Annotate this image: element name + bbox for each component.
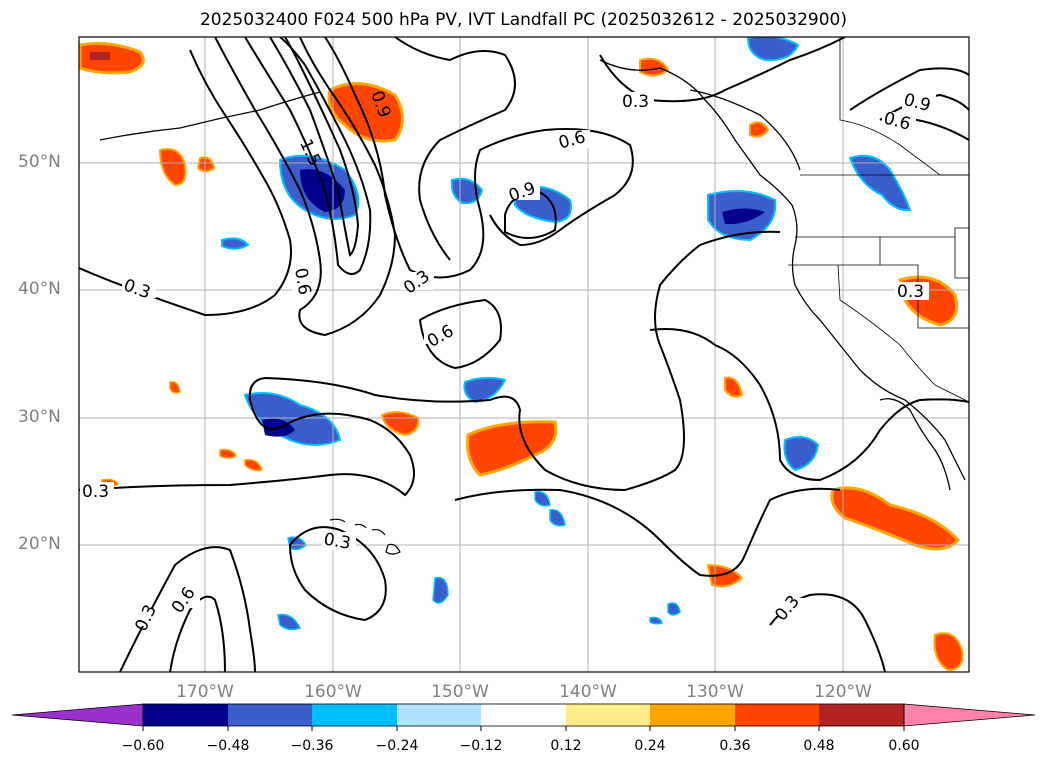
state-borders [788, 37, 969, 403]
contour-label-0.3: 0.3 [82, 482, 109, 502]
colorbar-tick: −0.12 [459, 738, 503, 754]
pv-anomaly-fills [79, 37, 964, 672]
colorbar-tick: −0.24 [375, 738, 419, 754]
contour-label-0.3: 0.3 [322, 530, 352, 554]
colorbar-tick: 0.12 [550, 738, 582, 754]
lat-label-20n: 20°N [18, 534, 61, 554]
plot-area: 0.3 0.3 0.3 0.3 0.3 0.3 0.3 0.3 0.6 0.6 … [79, 37, 969, 672]
lon-label-170w: 170°W [176, 682, 234, 702]
pv-contours [79, 37, 969, 672]
colorbar-tick: −0.36 [290, 738, 334, 754]
map-frame [78, 36, 970, 673]
lon-label-120w: 120°W [814, 682, 872, 702]
map-title: 2025032400 F024 500 hPa PV, IVT Landfall… [199, 10, 847, 30]
colorbar-tick: 0.48 [803, 738, 835, 754]
colorbar-tick: 0.36 [719, 738, 751, 754]
lon-label-130w: 130°W [686, 682, 744, 702]
contour-label-0.6: 0.6 [168, 584, 200, 618]
contour-label-0.3: 0.3 [622, 92, 649, 112]
lon-label-150w: 150°W [431, 682, 489, 702]
contour-label-0.3: 0.3 [897, 282, 924, 302]
colorbar-tick: 0.24 [634, 738, 666, 754]
gridlines [79, 37, 969, 672]
contour-label-0.6: 0.6 [290, 266, 314, 296]
contour-label-0.3: 0.3 [400, 267, 434, 299]
lat-label-40n: 40°N [18, 279, 61, 299]
contour-label-0.3: 0.3 [131, 602, 161, 635]
lon-label-160w: 160°W [304, 682, 362, 702]
lon-label-140w: 140°W [559, 682, 617, 702]
lat-label-50n: 50°N [18, 152, 61, 172]
colorbar [11, 703, 1036, 731]
colorbar-tick: 0.60 [888, 738, 920, 754]
contour-label-0.3: 0.3 [121, 275, 153, 303]
lat-label-30n: 30°N [18, 407, 61, 427]
colorbar-tick: −0.48 [206, 738, 250, 754]
contour-label-0.3: 0.3 [771, 592, 804, 626]
islands [329, 518, 401, 555]
colorbar-tick: −0.60 [121, 738, 165, 754]
coastlines [99, 59, 966, 491]
